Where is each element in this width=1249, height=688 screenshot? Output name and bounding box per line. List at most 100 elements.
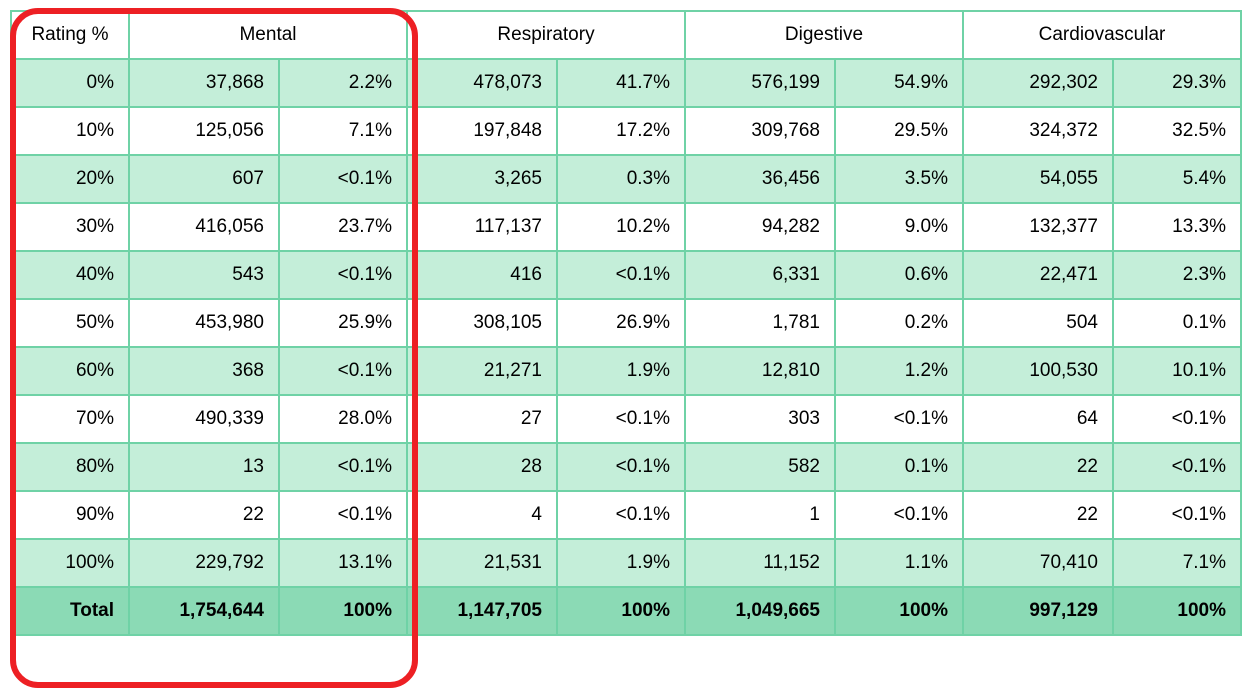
rating-cell: 20% [11,155,129,203]
resp-pct: 1.9% [557,539,685,587]
rating-cell: 30% [11,203,129,251]
rating-cell: 60% [11,347,129,395]
total-dig-pct: 100% [835,587,963,635]
resp-pct: <0.1% [557,395,685,443]
mental-count: 368 [129,347,279,395]
dig-count: 1,781 [685,299,835,347]
mental-count: 229,792 [129,539,279,587]
card-pct: 7.1% [1113,539,1241,587]
resp-pct: 26.9% [557,299,685,347]
total-resp-pct: 100% [557,587,685,635]
hdr-cardiovascular: Cardiovascular [963,11,1241,59]
resp-count: 197,848 [407,107,557,155]
card-count: 22 [963,491,1113,539]
dig-pct: 29.5% [835,107,963,155]
resp-pct: 1.9% [557,347,685,395]
table-row: 50%453,98025.9%308,10526.9%1,7810.2%5040… [11,299,1241,347]
dig-count: 576,199 [685,59,835,107]
mental-pct: <0.1% [279,155,407,203]
table-row: 60%368<0.1%21,2711.9%12,8101.2%100,53010… [11,347,1241,395]
card-pct: 2.3% [1113,251,1241,299]
total-row: Total1,754,644100%1,147,705100%1,049,665… [11,587,1241,635]
resp-pct: 10.2% [557,203,685,251]
table-row: 10%125,0567.1%197,84817.2%309,76829.5%32… [11,107,1241,155]
dig-pct: <0.1% [835,395,963,443]
mental-pct: <0.1% [279,347,407,395]
card-pct: <0.1% [1113,443,1241,491]
rating-cell: 100% [11,539,129,587]
card-count: 132,377 [963,203,1113,251]
rating-cell: 10% [11,107,129,155]
dig-pct: 0.1% [835,443,963,491]
card-count: 64 [963,395,1113,443]
card-count: 22,471 [963,251,1113,299]
card-count: 324,372 [963,107,1113,155]
resp-count: 416 [407,251,557,299]
rating-cell: 50% [11,299,129,347]
table-wrap: Rating % Mental Respiratory Digestive Ca… [10,10,1239,636]
resp-count: 28 [407,443,557,491]
mental-pct: <0.1% [279,491,407,539]
table-row: 0%37,8682.2%478,07341.7%576,19954.9%292,… [11,59,1241,107]
dig-pct: 0.6% [835,251,963,299]
rating-cell: 70% [11,395,129,443]
dig-pct: 1.1% [835,539,963,587]
resp-count: 3,265 [407,155,557,203]
dig-count: 11,152 [685,539,835,587]
table-row: 90%22<0.1%4<0.1%1<0.1%22<0.1% [11,491,1241,539]
resp-count: 21,531 [407,539,557,587]
card-pct: 29.3% [1113,59,1241,107]
table-row: 80%13<0.1%28<0.1%5820.1%22<0.1% [11,443,1241,491]
table-row: 100%229,79213.1%21,5311.9%11,1521.1%70,4… [11,539,1241,587]
resp-pct: 0.3% [557,155,685,203]
dig-count: 36,456 [685,155,835,203]
dig-pct: 9.0% [835,203,963,251]
total-mental-pct: 100% [279,587,407,635]
hdr-mental: Mental [129,11,407,59]
dig-count: 309,768 [685,107,835,155]
dig-pct: 3.5% [835,155,963,203]
table-row: 30%416,05623.7%117,13710.2%94,2829.0%132… [11,203,1241,251]
resp-count: 27 [407,395,557,443]
header-row: Rating % Mental Respiratory Digestive Ca… [11,11,1241,59]
table-row: 70%490,33928.0%27<0.1%303<0.1%64<0.1% [11,395,1241,443]
mental-count: 37,868 [129,59,279,107]
table-row: 20%607<0.1%3,2650.3%36,4563.5%54,0555.4% [11,155,1241,203]
dig-count: 303 [685,395,835,443]
mental-count: 416,056 [129,203,279,251]
mental-pct: 28.0% [279,395,407,443]
total-resp-count: 1,147,705 [407,587,557,635]
mental-pct: <0.1% [279,443,407,491]
resp-count: 478,073 [407,59,557,107]
mental-count: 607 [129,155,279,203]
mental-count: 22 [129,491,279,539]
dig-pct: <0.1% [835,491,963,539]
card-count: 54,055 [963,155,1113,203]
mental-count: 125,056 [129,107,279,155]
mental-pct: 13.1% [279,539,407,587]
hdr-rating: Rating % [11,11,129,59]
dig-pct: 54.9% [835,59,963,107]
total-dig-count: 1,049,665 [685,587,835,635]
dig-count: 6,331 [685,251,835,299]
card-pct: 5.4% [1113,155,1241,203]
total-card-pct: 100% [1113,587,1241,635]
total-card-count: 997,129 [963,587,1113,635]
dig-count: 582 [685,443,835,491]
dig-count: 12,810 [685,347,835,395]
rating-cell: 40% [11,251,129,299]
card-pct: <0.1% [1113,395,1241,443]
resp-pct: <0.1% [557,491,685,539]
mental-count: 13 [129,443,279,491]
resp-count: 308,105 [407,299,557,347]
hdr-digestive: Digestive [685,11,963,59]
dig-pct: 1.2% [835,347,963,395]
mental-pct: 25.9% [279,299,407,347]
mental-pct: <0.1% [279,251,407,299]
resp-count: 21,271 [407,347,557,395]
dig-count: 1 [685,491,835,539]
mental-count: 453,980 [129,299,279,347]
ratings-table: Rating % Mental Respiratory Digestive Ca… [10,10,1242,636]
card-count: 70,410 [963,539,1113,587]
mental-count: 490,339 [129,395,279,443]
